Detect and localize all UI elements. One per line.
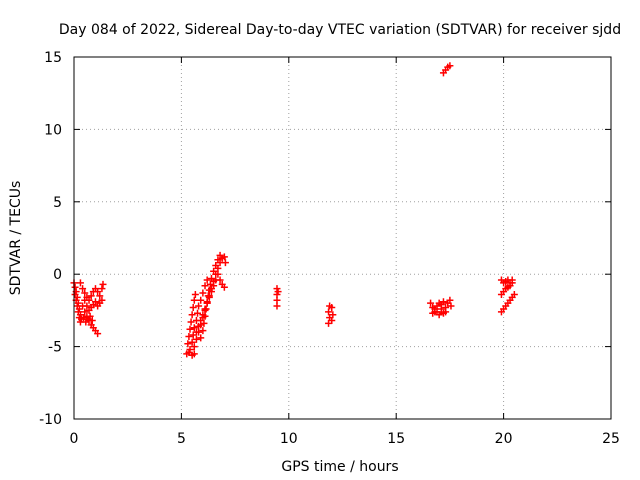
data-point — [204, 292, 212, 300]
data-point — [210, 267, 218, 275]
data-point — [328, 304, 336, 312]
data-point — [212, 262, 220, 270]
data-point — [191, 290, 199, 298]
x-tick-label: 20 — [495, 431, 513, 447]
data-point — [190, 350, 198, 358]
y-tick-label: -5 — [48, 340, 62, 356]
data-point — [205, 286, 213, 294]
data-point — [329, 311, 337, 319]
data-point — [429, 309, 437, 317]
x-tick-label: 25 — [602, 431, 620, 447]
data-point — [81, 296, 89, 304]
data-point — [188, 311, 196, 319]
y-tick-label: -10 — [39, 412, 62, 428]
data-point — [210, 282, 218, 290]
data-point — [435, 311, 443, 319]
data-point — [199, 327, 207, 335]
x-axis-label: GPS time / hours — [281, 459, 398, 475]
data-point — [71, 283, 79, 291]
data-point — [79, 285, 87, 293]
data-point — [186, 325, 194, 333]
data-point — [80, 314, 88, 322]
data-point — [202, 305, 210, 313]
chart-title: Day 084 of 2022, Sidereal Day-to-day VTE… — [59, 22, 621, 38]
data-point — [203, 276, 211, 284]
data-point — [510, 290, 518, 298]
data-point — [99, 280, 107, 288]
data-point — [274, 288, 282, 296]
data-point — [214, 256, 222, 264]
data-point — [325, 308, 333, 316]
axis-ticks: 0 5 10 15 20 25 -10 -5 0 5 10 15 — [39, 50, 620, 447]
data-point — [439, 298, 447, 306]
data-point — [190, 343, 198, 351]
data-point — [190, 296, 198, 304]
data-point — [81, 289, 89, 297]
data-point — [96, 292, 104, 300]
data-point — [94, 288, 102, 296]
data-point — [81, 308, 89, 316]
data-point — [220, 253, 228, 261]
data-point — [221, 259, 229, 267]
data-point — [216, 251, 224, 259]
data-point — [188, 338, 196, 346]
data-point — [86, 312, 94, 320]
data-point — [186, 345, 194, 353]
data-point — [205, 293, 213, 301]
data-point — [446, 62, 454, 70]
y-tick-label: 10 — [44, 122, 62, 138]
data-point — [195, 302, 203, 310]
data-point — [206, 280, 214, 288]
data-point — [201, 312, 209, 320]
data-point — [216, 276, 224, 284]
data-point — [71, 290, 79, 298]
grid — [74, 57, 611, 419]
data-point — [98, 296, 106, 304]
data-point — [190, 324, 198, 332]
x-tick-label: 10 — [280, 431, 298, 447]
data-point — [194, 309, 202, 317]
data-point — [203, 298, 211, 306]
data-point — [214, 270, 222, 278]
data-point — [192, 328, 200, 336]
data-point — [185, 332, 193, 340]
data-points — [70, 62, 518, 359]
data-point — [189, 304, 197, 312]
data-point — [220, 283, 228, 291]
data-point — [427, 299, 435, 307]
data-point — [199, 289, 207, 297]
data-point — [508, 279, 516, 287]
x-tick-label: 15 — [387, 431, 405, 447]
y-tick-label: 15 — [44, 50, 62, 66]
data-point — [83, 302, 91, 310]
data-point — [328, 317, 336, 325]
data-point — [273, 302, 281, 310]
x-tick-label: 5 — [177, 431, 186, 447]
y-axis-label: SDTVAR / TECUs — [8, 181, 24, 296]
y-tick-label: 0 — [53, 267, 62, 283]
data-point — [74, 308, 82, 316]
data-point — [76, 279, 84, 287]
data-point — [195, 322, 203, 330]
data-point — [442, 308, 450, 316]
data-point — [192, 335, 200, 343]
data-point — [201, 282, 209, 290]
plot-frame — [73, 56, 612, 420]
y-tick-label: 5 — [53, 195, 62, 211]
x-tick-label: 0 — [70, 431, 79, 447]
data-point — [197, 334, 205, 342]
data-point — [91, 298, 99, 306]
data-point — [94, 330, 102, 338]
data-point — [184, 340, 192, 348]
data-point — [87, 292, 95, 300]
data-point — [446, 296, 454, 304]
data-point — [98, 285, 106, 293]
data-point — [197, 296, 205, 304]
data-point — [447, 302, 455, 310]
data-point — [207, 275, 215, 283]
data-point — [187, 318, 195, 326]
data-point — [200, 319, 208, 327]
data-point — [88, 317, 96, 325]
